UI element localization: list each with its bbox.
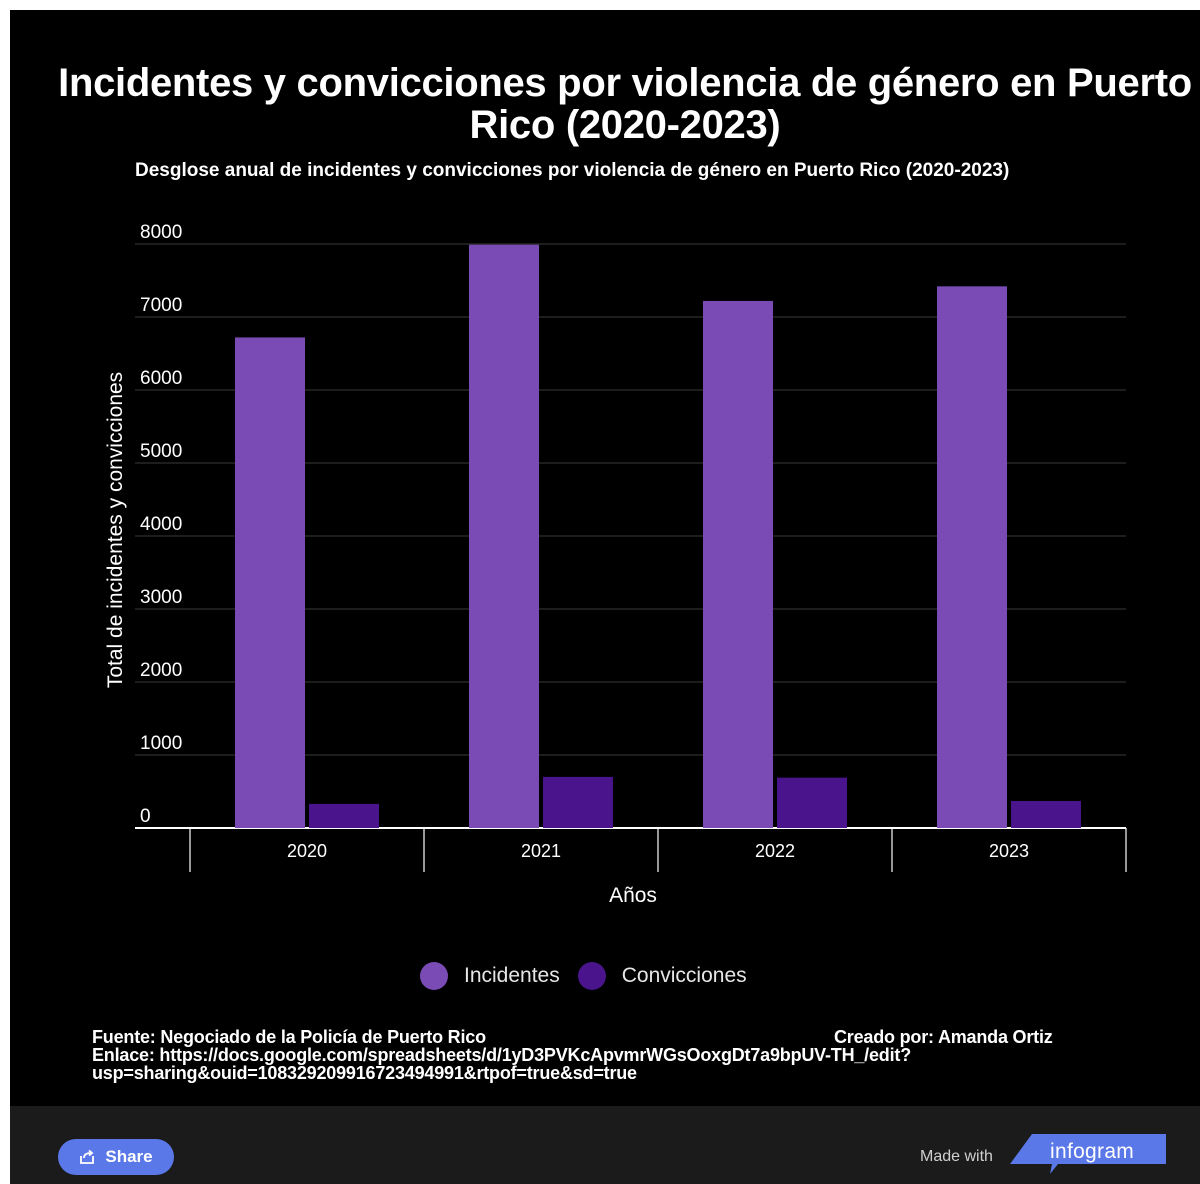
y-tick-label: 1000 (140, 733, 182, 754)
credit-text: Creado por: Amanda Ortiz (834, 1027, 1053, 1047)
bar-chart: 0 1000 2000 3000 4000 5000 6000 7000 8000 2020 202… (104, 222, 1127, 907)
y-tick-label: 4000 (140, 514, 182, 535)
legend-item-incidentes[interactable]: Incidentes (420, 962, 560, 990)
legend-label-convicciones: Convicciones (621, 964, 747, 987)
x-tick-label: 2021 (521, 841, 561, 861)
x-axis-title: Años (609, 884, 657, 907)
y-tick-label: 3000 (140, 587, 182, 608)
infogram-label[interactable]: infogram (1050, 1140, 1135, 1163)
share-icon (80, 1149, 95, 1164)
share-label: Share (105, 1147, 153, 1166)
infographic-frame: Incidentes y convicciones por violencia … (10, 10, 1200, 1184)
source-line: Fuente: Negociado de la Policía de Puert… (92, 1028, 1092, 1046)
legend-swatch-incidentes (420, 962, 448, 990)
footer-text: Fuente: Negociado de la Policía de Puert… (92, 1028, 1092, 1082)
y-tick-label: 0 (140, 806, 151, 827)
y-tick-label: 7000 (140, 295, 182, 316)
legend-swatch-convicciones (577, 962, 606, 990)
bar-incidentes-2023 (937, 286, 1007, 829)
bar-convicciones-2023 (1011, 800, 1081, 828)
chart-subtitle: Desglose anual de incidentes y conviccio… (135, 160, 1010, 181)
x-tick-label: 2022 (755, 841, 795, 861)
y-tick-label: 8000 (140, 222, 182, 243)
bottom-bar: Share Made with infogram (10, 1106, 1200, 1184)
source-text: Fuente: Negociado de la Policía de Puert… (92, 1027, 486, 1047)
y-tick-label: 2000 (140, 660, 182, 681)
legend-item-convicciones[interactable]: Convicciones (577, 962, 747, 990)
link-line-1[interactable]: Enlace: https://docs.google.com/spreadsh… (92, 1045, 911, 1065)
bar-incidentes-2022 (703, 300, 773, 828)
x-tick-label: 2020 (287, 841, 327, 861)
bar-incidentes-2020 (235, 337, 305, 828)
chart-title: Incidentes y convicciones por violencia … (58, 61, 1192, 147)
legend: Incidentes Convicciones (420, 960, 765, 992)
y-tick-label: 6000 (140, 368, 182, 389)
bar-convicciones-2020 (309, 803, 379, 828)
x-tick-label: 2023 (989, 841, 1029, 861)
bar-incidentes-2021 (469, 244, 539, 829)
infogram-logo[interactable] (1010, 1134, 1166, 1174)
legend-label-incidentes: Incidentes (464, 964, 560, 987)
share-button[interactable]: Share (58, 1139, 174, 1175)
y-axis-title: Total de incidentes y convicciones (104, 372, 127, 688)
made-with-text: Made with (920, 1148, 993, 1165)
y-tick-label: 5000 (140, 441, 182, 462)
link-line-2[interactable]: usp=sharing&ouid=108329209916723494991&r… (92, 1063, 637, 1083)
bar-convicciones-2022 (777, 777, 847, 828)
bar-convicciones-2021 (543, 776, 613, 828)
